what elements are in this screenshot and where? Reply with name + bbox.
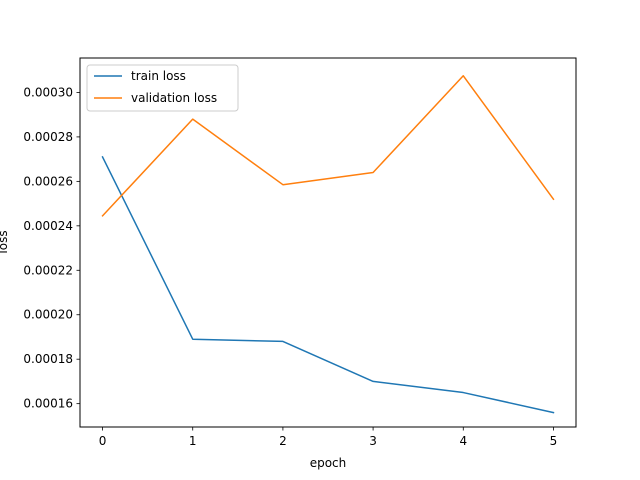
series-line-train-loss (101, 155, 555, 414)
series-line-validation-loss (101, 75, 555, 217)
x-tick-label: 4 (459, 434, 467, 448)
y-tick-label: 0.00016 (23, 397, 73, 411)
y-tick-label: 0.00018 (23, 352, 73, 366)
x-tick-label: 0 (99, 434, 107, 448)
x-axis-label: epoch (310, 456, 347, 470)
plot-frame (79, 57, 577, 428)
y-tick-label: 0.00022 (23, 263, 73, 277)
legend: train loss validation loss (86, 64, 239, 112)
y-tick-label: 0.00024 (23, 219, 73, 233)
plot-area (80, 58, 576, 427)
y-axis-label: loss (0, 230, 10, 253)
x-tick-label: 1 (189, 434, 197, 448)
x-tick-label: 3 (369, 434, 377, 448)
legend-label-validation-loss: validation loss (131, 91, 217, 105)
y-tick-label: 0.00028 (23, 130, 73, 144)
y-tick-label: 0.00026 (23, 174, 73, 188)
x-tick-label: 2 (279, 434, 287, 448)
y-tick-label: 0.00030 (23, 85, 73, 99)
legend-label-train-loss: train loss (131, 69, 186, 83)
y-tick-label: 0.00020 (23, 308, 73, 322)
legend-box (86, 64, 239, 112)
x-tick-label: 5 (550, 434, 558, 448)
